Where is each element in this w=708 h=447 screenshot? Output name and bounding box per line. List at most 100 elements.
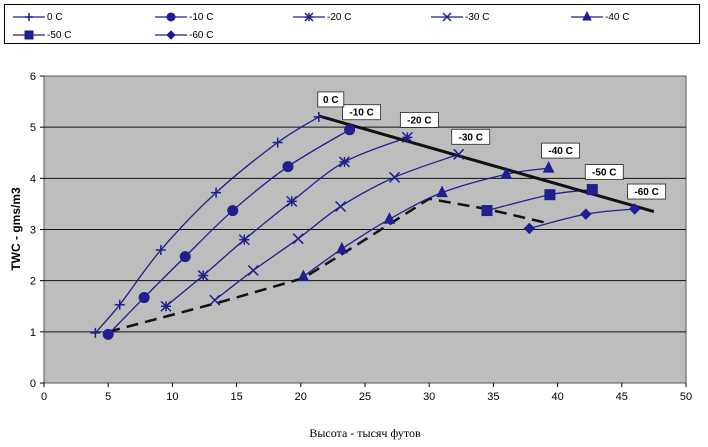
data-point (286, 195, 298, 207)
y-axis-ticks: 0 1 2 3 4 5 6 (30, 71, 44, 390)
data-point (25, 13, 33, 21)
x-tick-label: 40 (551, 391, 563, 403)
data-point (166, 12, 176, 22)
data-point (586, 184, 598, 196)
legend-item: -60 C (155, 27, 213, 43)
data-point (304, 12, 314, 22)
svg-text:-60 C: -60 C (634, 187, 658, 198)
data-point (389, 171, 401, 183)
dashed-boundary-line (107, 197, 549, 334)
series-end-label: 0 C (317, 91, 345, 108)
x-tick-label: 35 (487, 391, 499, 403)
y-tick-label: 1 (30, 327, 36, 339)
data-point (282, 161, 294, 173)
legend-swatch (155, 30, 187, 40)
legend-label: -40 C (605, 11, 630, 23)
legend-label: -50 C (47, 29, 72, 41)
svg-text:-40 C: -40 C (548, 146, 572, 157)
data-point (338, 156, 350, 168)
x-axis-ticks: 0 5 10 15 20 25 30 35 40 45 50 (41, 383, 692, 403)
data-point (436, 185, 448, 198)
svg-text:-30 C: -30 C (459, 132, 483, 143)
data-point (580, 208, 592, 220)
legend-swatch (293, 12, 325, 22)
data-point (383, 212, 396, 224)
data-point (209, 294, 221, 306)
series-end-label: -40 C (541, 142, 581, 159)
y-tick-label: 0 (30, 378, 36, 390)
data-point (292, 233, 304, 245)
x-tick-label: 5 (105, 391, 111, 403)
series-labels: -60 C -50 C -40 C -30 C -20 C -10 C 0 C (317, 91, 667, 200)
legend-swatch (431, 12, 463, 22)
legend-swatch (155, 12, 187, 22)
data-point (166, 30, 176, 40)
legend-label: 0 C (47, 11, 63, 23)
x-tick-label: 20 (295, 391, 307, 403)
x-tick-label: 15 (230, 391, 242, 403)
svg-text:-50 C: -50 C (592, 168, 616, 179)
data-point (442, 12, 452, 22)
legend-swatch (13, 30, 45, 40)
legend-item: 0 C (13, 9, 63, 25)
legend-label: -60 C (189, 29, 214, 41)
data-point (481, 205, 493, 217)
data-point (114, 299, 125, 310)
data-point (313, 111, 324, 122)
x-tick-label: 25 (359, 391, 371, 403)
legend: 0 C -10 C -20 C -30 C -40 C -50 C -60 C (4, 4, 700, 44)
data-point (500, 167, 513, 179)
data-point (179, 251, 191, 263)
data-point (453, 148, 465, 160)
legend-item: -30 C (431, 9, 489, 25)
legend-item: -40 C (571, 9, 629, 25)
series-end-label: -10 C (342, 104, 381, 121)
data-point (138, 292, 150, 304)
x-tick-label: 50 (680, 391, 692, 403)
series-end-label: -50 C (584, 164, 624, 180)
legend-swatch (13, 13, 45, 21)
data-point (227, 205, 239, 217)
data-point (24, 30, 34, 40)
series-end-label: -60 C (627, 183, 667, 200)
x-tick-label: 45 (616, 391, 628, 403)
data-point (197, 270, 209, 282)
svg-text:-20 C: -20 C (407, 115, 431, 126)
data-point (272, 137, 283, 148)
y-tick-label: 6 (30, 71, 36, 83)
legend-item: -50 C (13, 27, 71, 43)
data-point (297, 269, 310, 282)
data-point (582, 11, 592, 21)
legend-item: -10 C (155, 9, 213, 25)
data-point (544, 189, 556, 201)
grid-lines (44, 126, 686, 333)
data-point (238, 234, 250, 246)
data-point (628, 203, 641, 215)
data-point (90, 327, 101, 338)
x-tick-label: 10 (166, 391, 178, 403)
data-point (344, 124, 356, 136)
data-point (336, 241, 348, 254)
data-point (211, 187, 222, 198)
data-point (401, 131, 413, 143)
data-point (155, 244, 166, 255)
legend-swatch (571, 11, 603, 21)
y-tick-label: 5 (30, 122, 36, 134)
data-point (335, 200, 347, 213)
y-axis-label: TWC - gms/m3 (9, 187, 23, 271)
data-point (102, 328, 114, 340)
legend-item: -20 C (293, 9, 351, 25)
series-end-label: -30 C (451, 128, 491, 145)
svg-text:0 C: 0 C (323, 95, 339, 106)
y-tick-label: 3 (30, 225, 36, 237)
x-tick-label: 0 (41, 391, 47, 403)
series-markers (90, 111, 641, 340)
y-tick-label: 2 (30, 276, 36, 288)
legend-label: -20 C (327, 11, 352, 23)
legend-label: -30 C (465, 11, 490, 23)
series-end-label: -20 C (399, 112, 439, 128)
data-point (523, 222, 536, 235)
data-point (247, 264, 259, 276)
svg-text:-10 C: -10 C (349, 108, 373, 119)
